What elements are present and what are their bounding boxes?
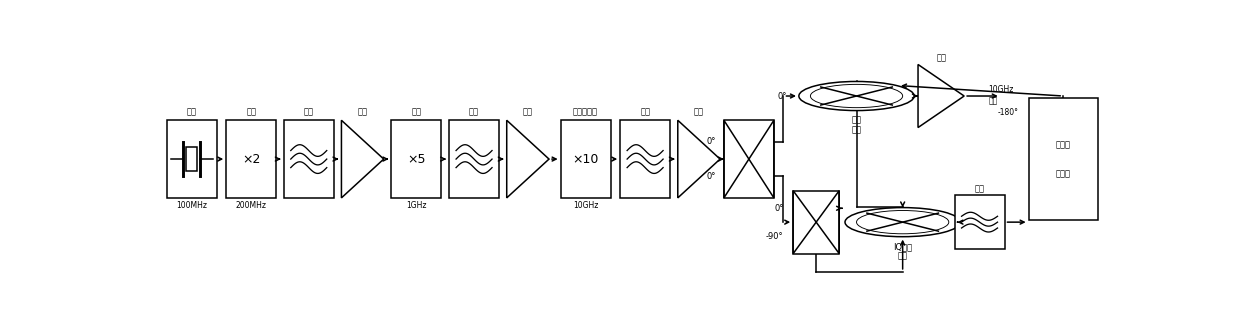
Polygon shape [678, 120, 720, 198]
Text: 晋振: 晋振 [186, 107, 196, 116]
Bar [449, 120, 498, 198]
Text: 电路: 电路 [852, 125, 862, 135]
Bar [1028, 98, 1097, 220]
Bar [724, 120, 774, 198]
Bar [794, 191, 839, 254]
Text: 滤波: 滤波 [304, 107, 314, 116]
Bar [392, 120, 441, 198]
Text: ×5: ×5 [407, 152, 425, 166]
Text: 谐波发生器: 谐波发生器 [573, 107, 598, 116]
Text: 1GHz: 1GHz [407, 201, 427, 210]
Text: 滤波: 滤波 [975, 184, 985, 193]
Text: ×10: ×10 [573, 152, 599, 166]
Bar [620, 120, 670, 198]
Circle shape [799, 82, 914, 111]
Bar [955, 195, 1004, 249]
Text: 输出: 输出 [988, 96, 997, 105]
Polygon shape [341, 120, 383, 198]
Text: 滤波: 滤波 [640, 107, 650, 116]
Text: -180°: -180° [998, 108, 1019, 117]
Text: 调制: 调制 [852, 116, 862, 125]
Text: IQ解调: IQ解调 [893, 242, 913, 251]
Text: 200MHz: 200MHz [236, 201, 267, 210]
Text: ×2: ×2 [242, 152, 260, 166]
Bar [560, 120, 610, 198]
Text: -90°: -90° [766, 232, 784, 241]
Text: 放大: 放大 [936, 53, 946, 62]
Text: 100MHz: 100MHz [176, 201, 207, 210]
Text: 时电路: 时电路 [1055, 169, 1070, 178]
Text: 10GHz: 10GHz [988, 85, 1013, 94]
Text: 放大: 放大 [357, 107, 367, 116]
Text: 放大: 放大 [694, 107, 704, 116]
Polygon shape [918, 65, 965, 128]
Text: 10GHz: 10GHz [573, 201, 598, 210]
Text: 0°: 0° [774, 204, 784, 213]
Text: 相位延: 相位延 [1055, 140, 1070, 149]
Text: 0°: 0° [777, 92, 787, 100]
Bar [284, 120, 334, 198]
Text: 0°: 0° [707, 138, 717, 146]
Bar [186, 147, 197, 171]
Text: 倍频: 倍频 [412, 107, 422, 116]
Polygon shape [507, 120, 549, 198]
Text: 滤波: 滤波 [469, 107, 479, 116]
Text: 电路: 电路 [898, 252, 908, 261]
Text: 倍频: 倍频 [246, 107, 257, 116]
Bar [226, 120, 277, 198]
Text: 0°: 0° [707, 172, 717, 180]
Circle shape [844, 208, 960, 237]
Bar [166, 120, 217, 198]
Text: 放大: 放大 [523, 107, 533, 116]
